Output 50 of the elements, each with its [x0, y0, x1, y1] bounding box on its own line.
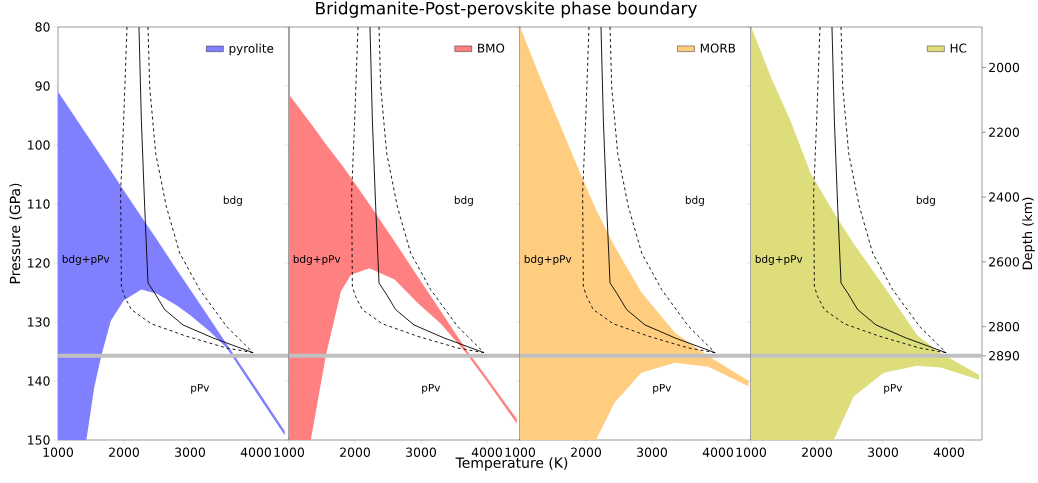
- x-axis-title: Temperature (K): [455, 457, 568, 471]
- y-tick-label: 130: [28, 317, 50, 327]
- x-tick-label: 3000: [175, 447, 206, 457]
- x-tick-label: 1000: [736, 447, 767, 457]
- legend-label: BMO: [478, 43, 505, 53]
- x-tick-label: 1000: [274, 447, 305, 457]
- text: 2800: [989, 321, 1020, 332]
- text: 2600: [989, 257, 1020, 267]
- y-tick-label: 140: [28, 376, 50, 386]
- annotation: bdg+pPv: [62, 254, 110, 265]
- annotation: bdg: [454, 195, 473, 206]
- annotation: pPv: [422, 383, 441, 394]
- annotation: bdg: [685, 195, 704, 206]
- text: 2400: [989, 192, 1020, 202]
- annotation: bdg: [916, 195, 935, 206]
- x-tick-label: 3000: [868, 447, 899, 457]
- annotation: bdg+pPv: [524, 254, 572, 265]
- y-tick-label: 120: [28, 258, 50, 268]
- x-tick-label: 2000: [802, 447, 833, 457]
- annotation: bdg+pPv: [293, 254, 341, 265]
- y-axis-title: Pressure (GPa): [9, 183, 22, 284]
- annotation: bdg: [223, 195, 242, 206]
- y-tick-label: 80: [35, 22, 50, 32]
- text: 2000: [989, 62, 1020, 73]
- x-tick-label: 2000: [571, 447, 602, 457]
- y-tick-label: 110: [28, 199, 50, 209]
- y-tick-label: 150: [28, 435, 50, 445]
- text: 2890: [989, 351, 1020, 361]
- annotation: bdg+pPv: [755, 254, 803, 265]
- annotation: pPv: [191, 383, 210, 394]
- y2-axis-title: Depth (km): [1022, 197, 1035, 270]
- x-tick-label: 4000: [471, 447, 503, 457]
- x-tick-label: 3000: [406, 447, 437, 457]
- legend-label: pyrolite: [229, 43, 274, 56]
- legend-label: MORB: [700, 43, 736, 53]
- x-tick-label: 3000: [637, 447, 668, 457]
- x-tick-label: 4000: [702, 447, 734, 457]
- x-tick-label: 2000: [109, 447, 140, 457]
- x-tick-label: 2000: [340, 447, 371, 457]
- y-tick-label: 90: [35, 81, 50, 91]
- x-tick-label: 1000: [43, 447, 74, 457]
- x-tick-label: 4000: [240, 447, 272, 457]
- x-tick-label: 4000: [933, 447, 965, 457]
- legend-label: HC: [950, 43, 967, 53]
- annotation: pPv: [653, 383, 672, 394]
- chart-title: Bridgmanite-Post-perovskite phase boundary: [316, 1, 697, 18]
- y-tick-label: 100: [28, 140, 50, 150]
- annotation: pPv: [884, 383, 903, 394]
- text: 2200: [989, 127, 1020, 137]
- x-tick-label: 1000: [505, 447, 536, 457]
